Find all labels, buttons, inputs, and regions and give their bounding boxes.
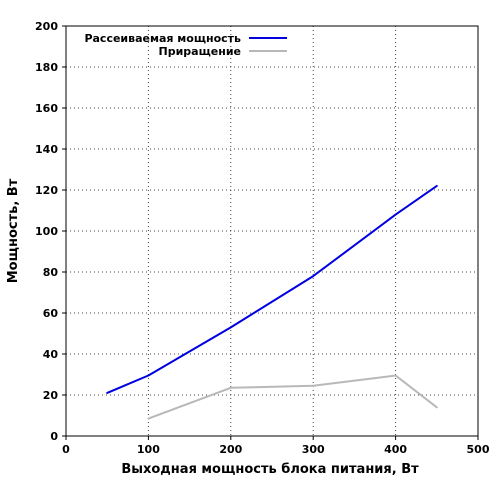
y-tick-label: 0 xyxy=(50,430,58,443)
series-layer xyxy=(106,184,438,420)
x-tick-label: 200 xyxy=(219,443,242,456)
plot-frame xyxy=(65,25,479,437)
y-tick-label: 40 xyxy=(43,348,59,361)
x-axis-title: Выходная мощность блока питания, Вт xyxy=(121,462,419,477)
y-tick-label: 160 xyxy=(35,102,58,115)
y-tick-label: 60 xyxy=(43,307,59,320)
x-tick-label: 100 xyxy=(137,443,160,456)
y-tick-label: 140 xyxy=(35,143,58,156)
series-line-1 xyxy=(106,184,438,394)
plot-background xyxy=(66,26,478,436)
legend-label-2: Приращение xyxy=(159,45,241,58)
legend-label-1: Рассеиваемая мощность xyxy=(84,32,241,45)
y-axis-title: Мощность, Вт xyxy=(6,178,21,283)
y-tick-label: 100 xyxy=(35,225,58,238)
x-tick-label: 400 xyxy=(384,443,407,456)
y-tick-label: 180 xyxy=(35,61,58,74)
grid xyxy=(66,26,478,436)
y-tick-label: 20 xyxy=(43,389,59,402)
y-tick-label: 80 xyxy=(43,266,59,279)
x-tick-label: 300 xyxy=(302,443,325,456)
x-tick-label: 500 xyxy=(467,443,490,456)
axis-ticks: 0 100 200 300 400 500 0 20 40 60 80 100 120 140 160 180… xyxy=(35,20,490,456)
y-tick-label: 200 xyxy=(35,20,58,33)
series-line-2 xyxy=(147,374,438,420)
x-tick-label: 0 xyxy=(62,443,70,456)
y-tick-label: 120 xyxy=(35,184,58,197)
